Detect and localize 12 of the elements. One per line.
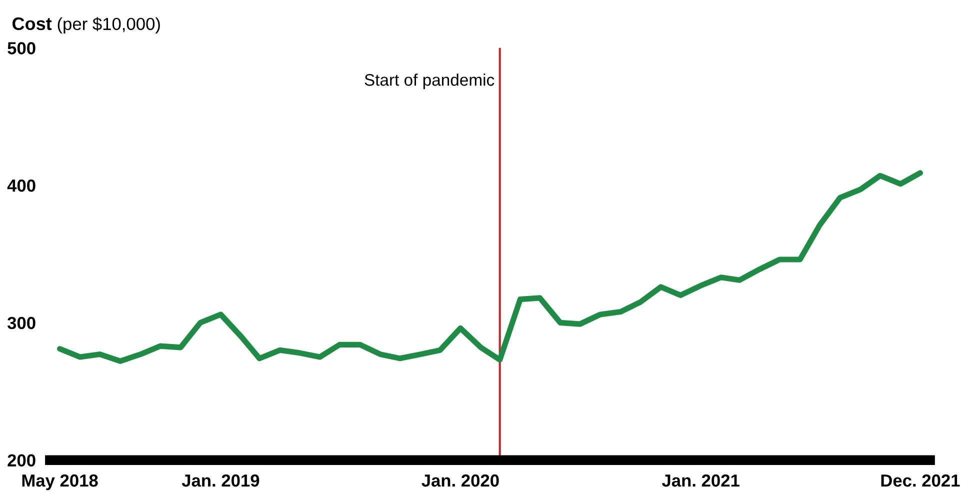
x-tick-label: Jan. 2021	[662, 474, 740, 487]
x-tick-label: Dec. 2021	[881, 474, 960, 487]
ref-line-label: Start of pandemic	[364, 74, 494, 90]
y-tick-label: 500	[8, 42, 36, 54]
y-tick-label: 400	[7, 179, 36, 192]
chart-title: Cost	[12, 17, 52, 30]
x-tick-label: Jan. 2019	[182, 474, 260, 487]
chart-subtitle: (per $10,000)	[58, 17, 160, 34]
y-tick-label: 200	[8, 454, 36, 467]
x-tick-label: Jan. 2020	[422, 474, 499, 487]
x-tick-label: May 2018	[22, 474, 98, 490]
y-tick-label: 300	[7, 316, 36, 330]
